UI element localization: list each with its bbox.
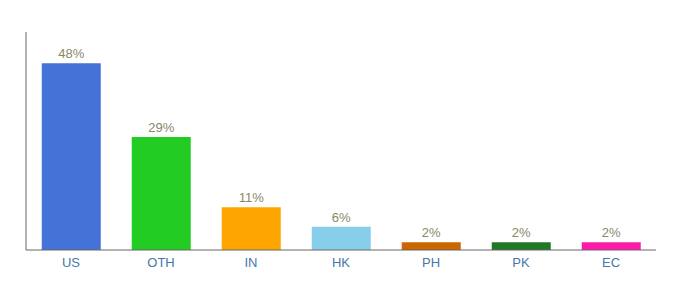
svg-text:11%: 11% bbox=[239, 190, 264, 205]
svg-text:US: US bbox=[62, 255, 80, 270]
svg-text:48%: 48% bbox=[58, 46, 84, 61]
svg-text:6%: 6% bbox=[332, 210, 351, 225]
svg-text:PK: PK bbox=[512, 255, 530, 270]
svg-text:2%: 2% bbox=[422, 225, 441, 240]
svg-text:29%: 29% bbox=[148, 120, 174, 135]
svg-text:PH: PH bbox=[422, 255, 440, 270]
svg-text:2%: 2% bbox=[512, 225, 531, 240]
svg-text:OTH: OTH bbox=[147, 255, 174, 270]
svg-text:IN: IN bbox=[245, 255, 258, 270]
svg-text:EC: EC bbox=[602, 255, 620, 270]
svg-text:HK: HK bbox=[332, 255, 350, 270]
svg-text:2%: 2% bbox=[602, 225, 621, 240]
